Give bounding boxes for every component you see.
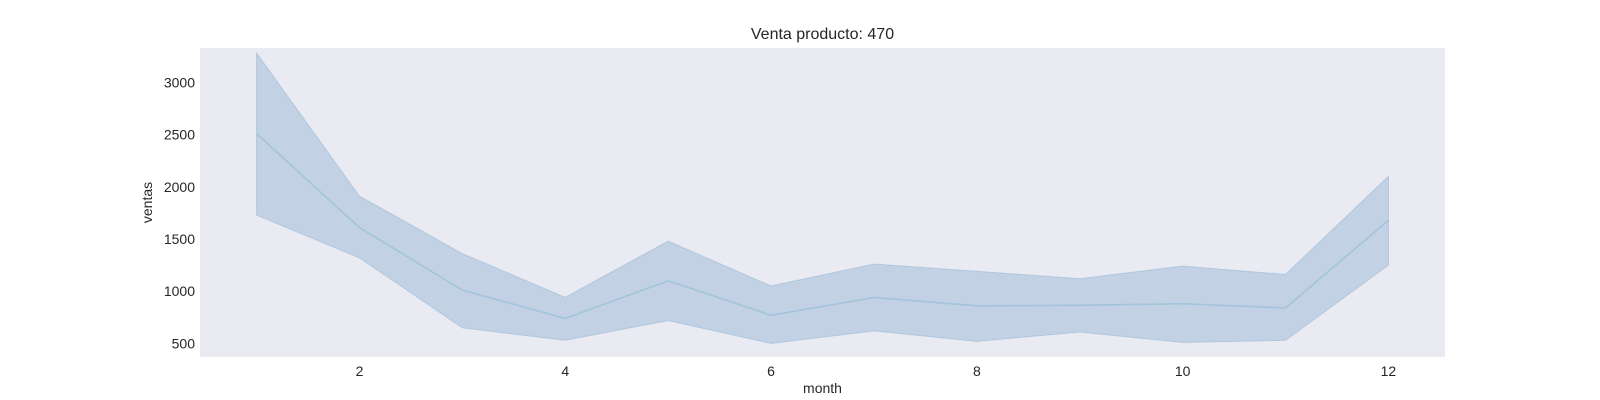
x-tick-label: 8 [973,363,981,379]
x-axis-label: month [803,380,842,396]
y-axis-label: ventas [139,182,155,223]
data-point [1386,218,1390,222]
series-line [256,133,1389,320]
data-point [872,296,876,300]
data-point [255,132,259,136]
x-tick-label: 4 [561,363,569,379]
data-point [1284,306,1288,310]
data-point [460,288,464,292]
x-axis-ticks: 2 4 6 8 10 12 [356,363,1397,379]
confidence-band [256,51,1389,344]
y-tick-label: 1500 [164,231,195,247]
data-point [563,316,567,320]
data-point [666,279,670,283]
data-point [357,226,361,230]
data-point [1181,302,1185,306]
x-tick-label: 10 [1175,363,1191,379]
y-tick-label: 2000 [164,179,195,195]
x-tick-label: 6 [767,363,775,379]
chart-title: Venta producto: 470 [751,26,894,43]
y-tick-label: 500 [172,335,196,351]
data-point [975,304,979,308]
data-point [769,313,773,317]
confidence-band-layer [256,51,1389,344]
y-tick-label: 2500 [164,127,195,143]
series-line-layer [255,132,1390,320]
data-point [1078,303,1082,307]
y-tick-label: 3000 [164,74,195,90]
x-tick-label: 12 [1381,363,1397,379]
y-tick-label: 1000 [164,283,195,299]
x-tick-label: 2 [356,363,364,379]
y-axis-ticks: 500 1000 1500 2000 2500 3000 [164,74,195,351]
